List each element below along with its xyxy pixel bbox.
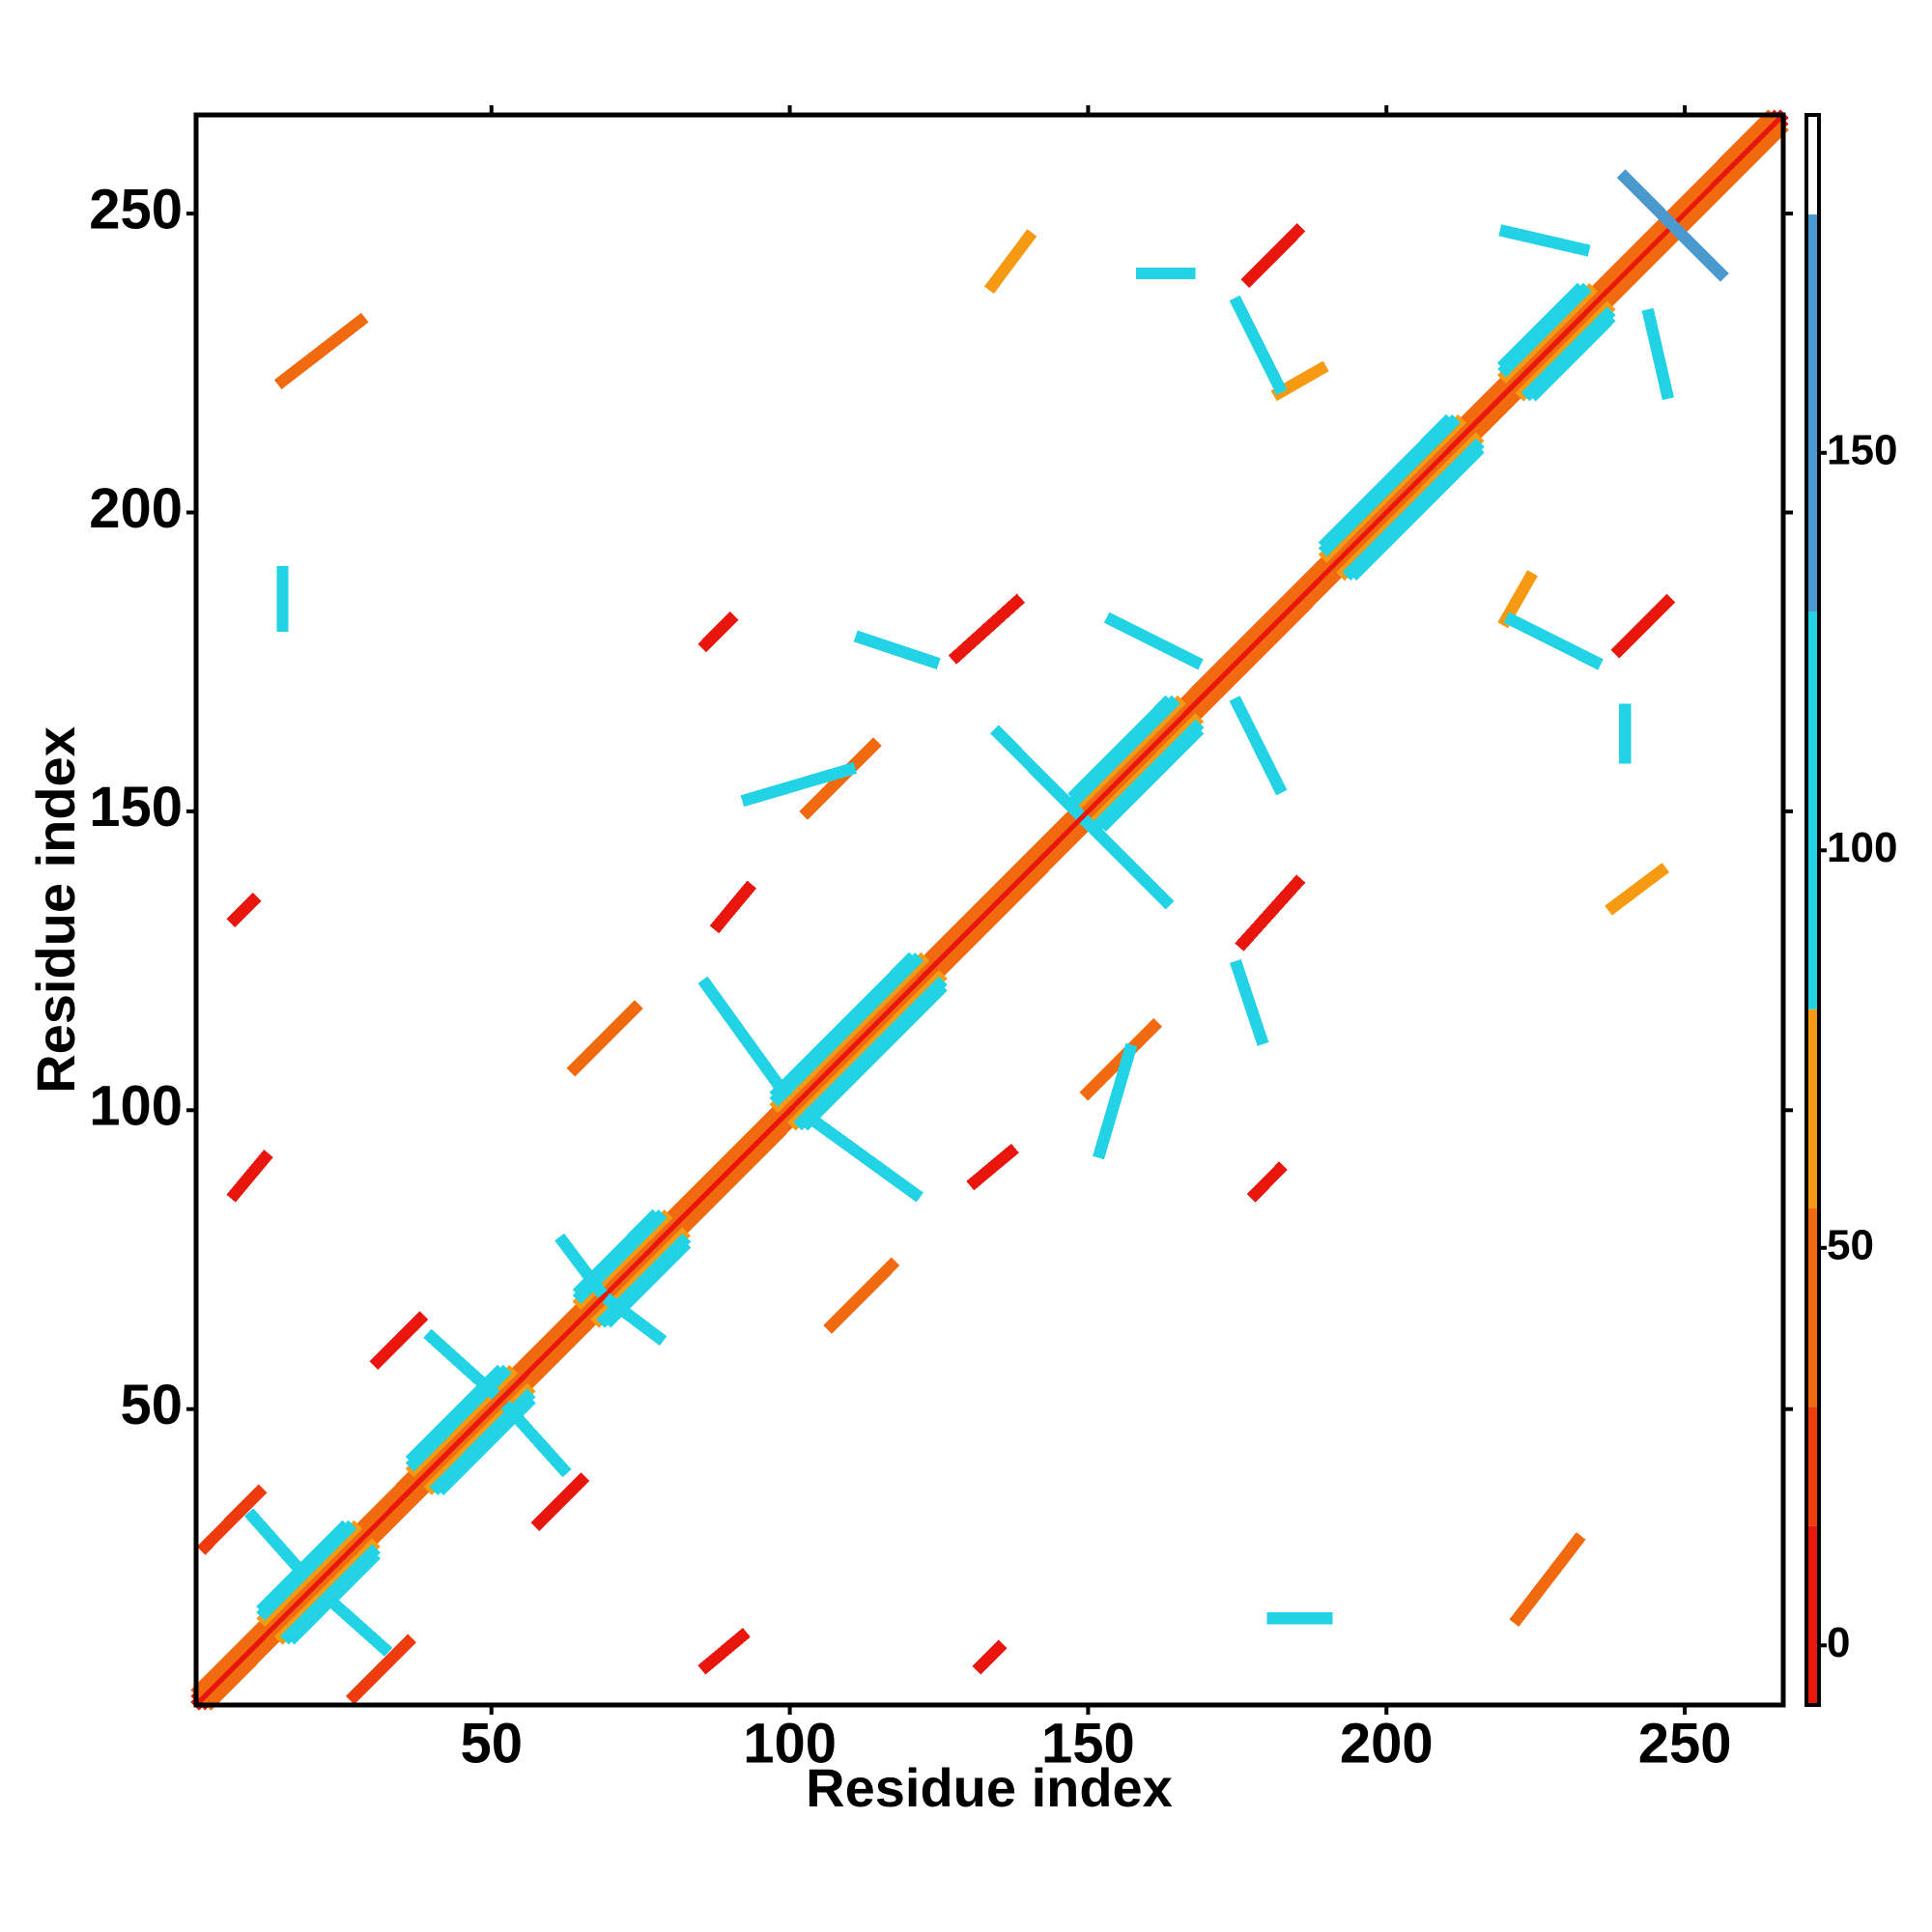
contact bbox=[697, 976, 793, 1101]
x-tick-label: 250 bbox=[1638, 1712, 1732, 1775]
contact-mirror bbox=[972, 1639, 1008, 1675]
contact-mirror bbox=[1503, 611, 1604, 670]
y-tick-label: 150 bbox=[89, 776, 183, 838]
contact-mirror bbox=[1641, 307, 1674, 401]
contact bbox=[423, 1328, 500, 1400]
contact bbox=[983, 229, 1037, 295]
contact bbox=[769, 952, 918, 1101]
contact bbox=[369, 1311, 429, 1370]
colorbar-bin bbox=[1806, 611, 1819, 1009]
contact bbox=[697, 611, 739, 653]
contact-mirror bbox=[1605, 863, 1670, 916]
contact bbox=[566, 1000, 643, 1077]
y-tick-label: 50 bbox=[120, 1374, 183, 1436]
contact-mirror bbox=[602, 1293, 668, 1347]
x-tick-label: 100 bbox=[743, 1712, 837, 1775]
contact-mirror bbox=[345, 1634, 417, 1705]
x-axis-title: Residue index bbox=[806, 1757, 1173, 1818]
contact-mirror bbox=[966, 1143, 1019, 1191]
contact-mirror bbox=[1246, 1161, 1288, 1203]
contact-mirror bbox=[1229, 696, 1288, 796]
colorbar-bin bbox=[1806, 213, 1819, 612]
contact-mirror bbox=[1610, 593, 1676, 659]
contact-mirror bbox=[1097, 724, 1205, 833]
contact-mirror bbox=[1093, 1042, 1138, 1160]
x-tick-label: 200 bbox=[1340, 1712, 1434, 1775]
contact bbox=[853, 630, 941, 670]
colorbar-bin bbox=[1806, 1525, 1819, 1705]
contact bbox=[226, 892, 262, 928]
contact-mirror bbox=[1526, 312, 1616, 402]
colorbar-tick-label: 150 bbox=[1827, 426, 1897, 473]
colorbar-bin bbox=[1806, 115, 1819, 214]
contact bbox=[948, 593, 1026, 665]
contacts bbox=[190, 109, 1789, 1711]
contact-mirror bbox=[697, 1628, 751, 1675]
contact bbox=[554, 1233, 608, 1298]
contact-mirror bbox=[1616, 169, 1729, 282]
contact-mirror bbox=[799, 1107, 923, 1203]
contact-mirror bbox=[1348, 443, 1485, 582]
contact-mirror bbox=[1235, 874, 1306, 952]
y-axis-title: Residue index bbox=[25, 726, 86, 1094]
contact-mirror bbox=[530, 1472, 590, 1532]
contact-mirror bbox=[1509, 1532, 1586, 1627]
contact bbox=[740, 761, 858, 808]
contact bbox=[799, 737, 882, 820]
x-tick-label: 50 bbox=[460, 1712, 523, 1775]
colorbar-bin bbox=[1806, 1208, 1819, 1407]
colorbar-tick-label: 50 bbox=[1827, 1221, 1874, 1268]
contact bbox=[1497, 282, 1586, 372]
x-tick-label: 150 bbox=[1041, 1712, 1135, 1775]
colorbar-frame bbox=[1804, 113, 1821, 1707]
contact bbox=[1498, 224, 1591, 257]
colorbar-bin bbox=[1806, 1009, 1819, 1208]
colorbar-bin bbox=[1806, 1406, 1819, 1526]
contact bbox=[273, 312, 369, 390]
contact-mirror bbox=[823, 1257, 900, 1334]
contact bbox=[1240, 222, 1306, 288]
y-tick-label: 100 bbox=[89, 1075, 183, 1138]
contact-mirror bbox=[500, 1400, 572, 1478]
contact-mirror bbox=[1079, 814, 1175, 910]
contact bbox=[196, 1484, 268, 1555]
contact-mirror bbox=[1079, 1017, 1163, 1101]
contact bbox=[226, 1150, 273, 1203]
y-tick-label: 200 bbox=[89, 477, 183, 540]
contact bbox=[1229, 295, 1288, 395]
contact bbox=[709, 880, 757, 934]
contact-mirror bbox=[322, 1591, 393, 1657]
colorbar-tick-label: 0 bbox=[1827, 1619, 1850, 1666]
colorbar-tick-label: 100 bbox=[1827, 824, 1897, 871]
contact-mirror bbox=[1230, 958, 1269, 1046]
contact bbox=[1318, 413, 1455, 552]
contact-mirror bbox=[799, 981, 948, 1131]
contact bbox=[1067, 695, 1175, 803]
y-tick-label: 250 bbox=[89, 178, 183, 241]
contact bbox=[990, 724, 1085, 820]
plot-frame bbox=[193, 112, 1786, 1708]
contact bbox=[243, 1508, 309, 1579]
contact bbox=[1103, 611, 1204, 670]
